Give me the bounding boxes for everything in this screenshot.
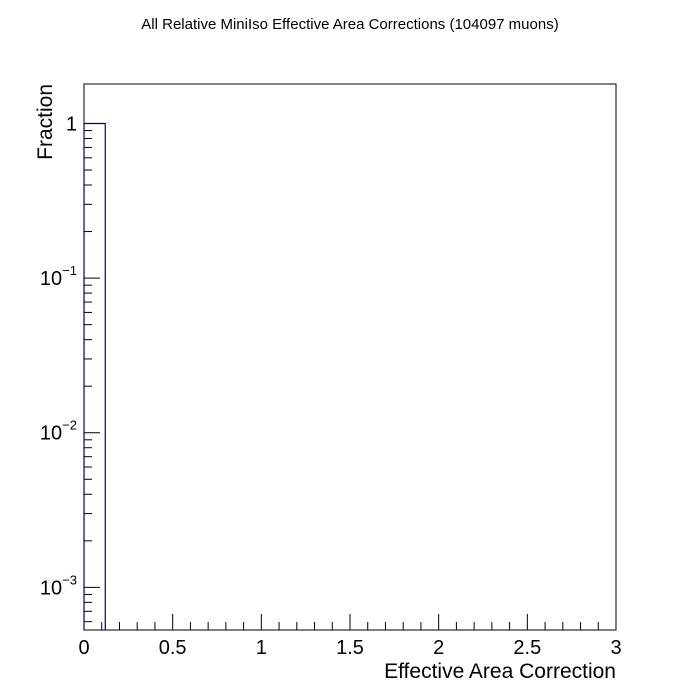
x-axis-ticks xyxy=(83,614,617,630)
y-axis-ticks xyxy=(84,122,100,623)
x-axis-tick-labels: 0 0.5 1 1.5 2 2.5 3 xyxy=(78,637,621,659)
y-tick-label: 10−2 xyxy=(40,418,77,445)
y-tick-label: 1 xyxy=(66,113,77,135)
x-axis-title: Effective Area Correction xyxy=(384,660,616,683)
plot-frame xyxy=(83,83,617,631)
histogram-bin xyxy=(83,122,106,630)
x-tick-label: 2.5 xyxy=(513,637,541,659)
x-tick-label: 3 xyxy=(610,637,621,659)
y-tick-label: 10−1 xyxy=(40,263,77,290)
x-tick-label: 0.5 xyxy=(159,637,187,659)
y-axis-tick-labels: 1 10−1 10−2 10−3 xyxy=(40,113,77,599)
histogram xyxy=(83,122,106,630)
x-tick-label: 2 xyxy=(433,637,444,659)
x-tick-label: 0 xyxy=(78,637,89,659)
y-axis-title: Fraction xyxy=(34,84,57,160)
y-tick-label: 10−3 xyxy=(40,572,77,599)
chart-title: All Relative MiniIso Effective Area Corr… xyxy=(141,16,558,33)
x-tick-label: 1 xyxy=(256,637,267,659)
x-tick-label: 1.5 xyxy=(336,637,364,659)
